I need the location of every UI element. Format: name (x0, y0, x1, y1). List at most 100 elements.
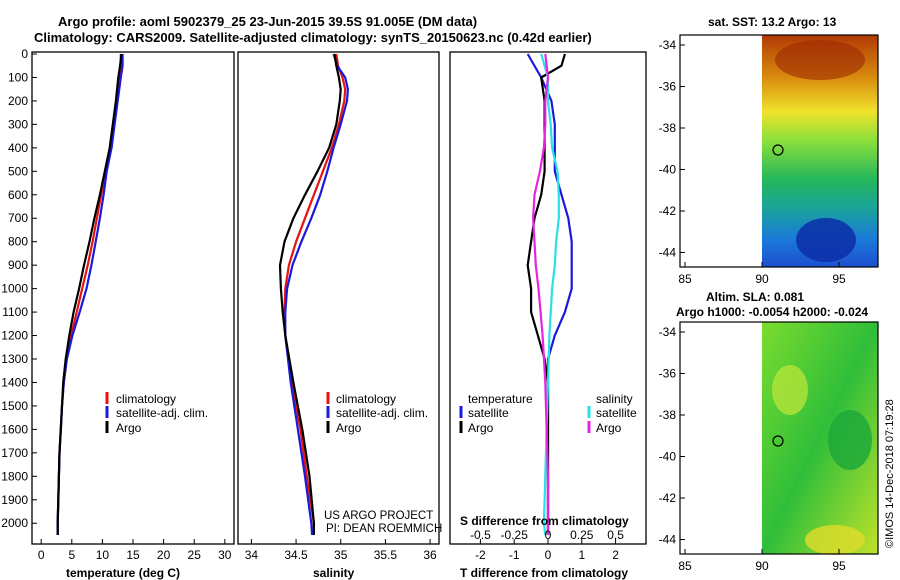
salinity-panel: 34 34.5 35 35.5 36 salinity climatology sate… (237, 51, 442, 580)
salinity-axes-frame (237, 51, 440, 545)
x-tick-label: 10 (96, 548, 110, 562)
legend-label-satellite: satellite-adj. clim. (336, 406, 428, 420)
depth-tick-label: 1100 (2, 305, 28, 319)
lon-tick-label: 95 (832, 559, 846, 573)
depth-tick-label: 900 (8, 258, 28, 272)
x-tick-label: 35.5 (374, 548, 398, 562)
x-tick-label: 34.5 (284, 548, 308, 562)
lon-tick-label: 90 (755, 272, 769, 286)
lon-tick-label: 85 (678, 559, 692, 573)
x-tick-label: 0 (38, 548, 45, 562)
temperature-panel: 0100200300400500600700800900100011001200… (1, 47, 235, 580)
t-tick-label: 1 (578, 548, 585, 562)
difference-panel: -2 -1 0 1 2 -0.5 -0.25 0 0.25 0.5 S difference f… (449, 51, 647, 580)
lat-tick-label: -36 (659, 367, 677, 381)
depth-tick-label: 1400 (1, 375, 28, 389)
s-tick-label: -0.5 (470, 528, 491, 542)
t-tick-label: -2 (475, 548, 486, 562)
sla-map-frame (679, 321, 879, 555)
header-line-2: Climatology: CARS2009. Satellite-adjuste… (34, 30, 592, 45)
t-tick-label: 0 (545, 548, 552, 562)
lon-tick-label: 85 (678, 272, 692, 286)
x-tick-label: 30 (218, 548, 232, 562)
series-line-argo (56, 53, 123, 535)
legend-title-salinity: salinity (596, 392, 633, 406)
legend-label-t-satellite: satellite (468, 406, 509, 420)
lat-tick-label: -34 (659, 325, 677, 339)
legend-label-argo: Argo (336, 421, 362, 435)
lat-tick-label: -38 (659, 408, 677, 422)
x-tick-label: 5 (68, 548, 75, 562)
lon-tick-label: 95 (832, 272, 846, 286)
sla-map-subtitle: Argo h1000: -0.0054 h2000: -0.024 (676, 305, 868, 319)
series-line-argo (278, 53, 342, 535)
x-tick-label: 35 (334, 548, 348, 562)
lat-tick-label: -40 (659, 450, 677, 464)
sla-low-patch (828, 410, 872, 470)
x-tick-label: 34 (245, 548, 259, 562)
x-tick-label: 15 (126, 548, 140, 562)
sla-map-title: Altim. SLA: 0.081 (706, 290, 804, 304)
s-tick-label: 0 (545, 528, 552, 542)
series-line-salinity-argo (531, 53, 550, 535)
t-tick-label: -1 (509, 548, 520, 562)
depth-tick-label: 700 (8, 211, 28, 225)
lat-tick-label: -44 (659, 533, 677, 547)
t-tick-label: 2 (612, 548, 619, 562)
legend-label-climatology: climatology (336, 392, 396, 406)
lon-tick-label: 90 (755, 559, 769, 573)
sst-map-title: sat. SST: 13.2 Argo: 13 (708, 15, 837, 29)
depth-tick-label: 400 (8, 141, 28, 155)
sst-map-panel: sat. SST: 13.2 Argo: 13 -34-36-38- (659, 15, 879, 286)
legend-label-s-argo: Argo (596, 421, 622, 435)
legend-label-satellite: satellite-adj. clim. (116, 406, 208, 420)
sla-map-panel: Altim. SLA: 0.081 Argo h1000: -0.0054 h2… (659, 290, 879, 573)
s-difference-label: S difference from climatology (460, 514, 629, 528)
imos-timestamp: ©IMOS 14-Dec-2018 07:19:28 (884, 399, 896, 548)
lat-tick-label: -36 (659, 80, 677, 94)
lat-tick-label: -40 (659, 163, 677, 177)
lat-tick-label: -42 (659, 491, 677, 505)
depth-tick-label: 1700 (1, 446, 28, 460)
sla-argo-location-marker (772, 435, 784, 447)
depth-tick-label: 1300 (1, 352, 28, 366)
sst-cold-patch (796, 218, 856, 262)
s-tick-label: 0.5 (607, 528, 624, 542)
depth-tick-label: 500 (8, 164, 28, 178)
depth-tick-label: 1500 (1, 399, 28, 413)
difference-legend: temperature satellite Argo salinity sate… (459, 392, 637, 435)
x-tick-label: 20 (157, 548, 171, 562)
lat-tick-label: -42 (659, 204, 677, 218)
depth-tick-label: 1900 (1, 493, 28, 507)
depth-tick-label: 2000 (1, 516, 28, 530)
depth-tick-label: 1200 (1, 329, 28, 343)
depth-tick-label: 0 (21, 47, 28, 61)
depth-tick-label: 300 (8, 117, 28, 131)
s-tick-label: -0.25 (501, 528, 529, 542)
legend-label-t-argo: Argo (468, 421, 494, 435)
series-line-satellite-adj-clim- (284, 53, 349, 536)
x-tick-label: 36 (423, 548, 437, 562)
sst-warm-patch (775, 40, 865, 80)
lat-tick-label: -44 (659, 246, 677, 260)
temperature-legend: climatology satellite-adj. clim. Argo (105, 392, 208, 435)
sla-high-patch (772, 365, 808, 415)
depth-tick-label: 1800 (1, 469, 28, 483)
depth-tick-label: 100 (8, 70, 28, 84)
lat-tick-label: -38 (659, 121, 677, 135)
depth-tick-label: 1000 (1, 282, 28, 296)
legend-label-argo: Argo (116, 421, 142, 435)
t-difference-label: T difference from climatology (460, 566, 628, 580)
legend-title-temperature: temperature (468, 392, 533, 406)
credit-pi: PI: DEAN ROEMMICH (326, 523, 442, 535)
header-line-1: Argo profile: aoml 5902379_25 23-Jun-201… (58, 14, 477, 29)
sst-map-frame (679, 34, 879, 268)
salinity-xlabel: salinity (313, 566, 355, 580)
series-line-climatology (283, 53, 347, 535)
temperature-xlabel: temperature (deg C) (66, 566, 180, 580)
salinity-legend: climatology satellite-adj. clim. Argo (326, 392, 428, 435)
sst-argo-location-marker (772, 144, 784, 156)
x-tick-label: 25 (188, 548, 202, 562)
depth-tick-label: 1600 (1, 422, 28, 436)
